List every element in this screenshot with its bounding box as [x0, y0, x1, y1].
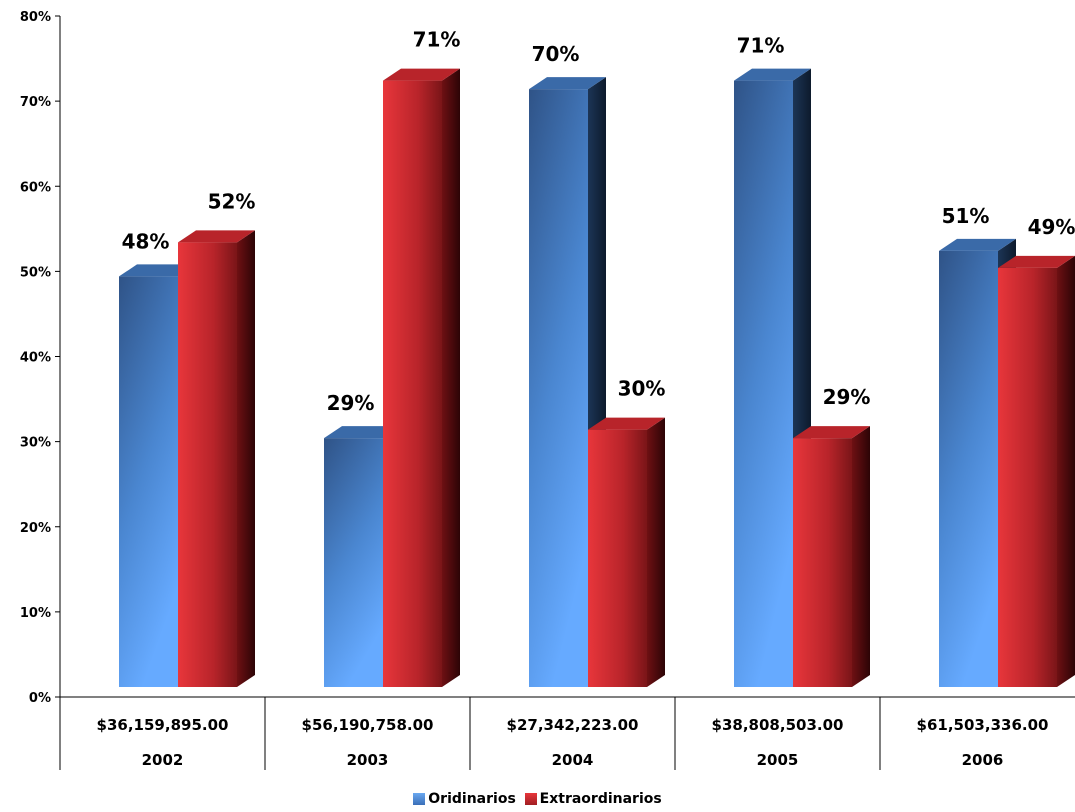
bar-side — [442, 68, 460, 688]
y-tick-label: 30% — [20, 436, 51, 451]
bar-front — [998, 267, 1057, 687]
legend-item-extraordinarios: Extraordinarios — [524, 791, 662, 807]
bar-top — [588, 417, 665, 430]
category-amount-label: $56,190,758.00 — [302, 716, 434, 734]
bar-top — [998, 255, 1075, 268]
bar — [998, 255, 1075, 687]
data-label: 49% — [1028, 215, 1075, 239]
data-label: 48% — [122, 229, 170, 253]
bar-side — [647, 417, 665, 687]
legend-label-oridinarios: Oridinarios — [428, 791, 516, 807]
data-label: 30% — [618, 377, 666, 401]
category-year-label: 2002 — [142, 751, 184, 769]
data-label: 71% — [413, 28, 461, 52]
bar-chart: 0% 10% 20% 30% 40% 50% 60% 70% 80% 48% 52% 29% 71% 7… — [20, 10, 1075, 770]
bar-front — [734, 80, 793, 688]
y-tick-label: 20% — [20, 521, 51, 536]
bar-top — [383, 68, 460, 81]
bar-top — [529, 77, 606, 90]
bar-side — [237, 230, 255, 687]
bars — [119, 68, 1075, 688]
bar-top — [793, 426, 870, 439]
bar — [588, 417, 665, 687]
data-label: 52% — [208, 189, 256, 213]
data-label: 51% — [942, 204, 990, 228]
y-axis: 0% 10% 20% 30% 40% 50% 60% 70% 80% — [20, 10, 61, 706]
category-amount-label: $61,503,336.00 — [917, 716, 1049, 734]
bar-top — [734, 68, 811, 81]
bar-front — [178, 242, 237, 687]
bar-front — [529, 89, 588, 687]
bar-top — [178, 230, 255, 243]
category-amount-label: $27,342,223.00 — [507, 716, 639, 734]
category-year-label: 2003 — [347, 751, 389, 769]
bar — [383, 68, 460, 688]
data-label: 70% — [532, 42, 580, 66]
bar-side — [852, 426, 870, 687]
category-year-label: 2006 — [962, 751, 1004, 769]
y-tick-label: 60% — [20, 180, 51, 195]
category-amount-label: $36,159,895.00 — [97, 716, 229, 734]
bar-top — [324, 426, 401, 439]
legend-item-oridinarios: Oridinarios — [413, 791, 516, 807]
bar-front — [324, 438, 383, 687]
bar — [734, 68, 811, 688]
data-label: 71% — [737, 34, 785, 58]
bar-front — [588, 429, 647, 687]
category-table: $36,159,895.00 2002 $56,190,758.00 2003 $27,… — [59, 696, 1075, 770]
legend-swatch-extraordinarios — [524, 793, 537, 805]
y-tick-label: 70% — [20, 95, 51, 110]
bar — [793, 426, 870, 687]
legend-label-extraordinarios: Extraordinarios — [539, 791, 662, 807]
bar — [178, 230, 255, 687]
legend: Oridinarios Extraordinarios — [0, 791, 1075, 809]
bar-top — [939, 238, 1016, 251]
category-year-label: 2005 — [757, 751, 799, 769]
data-labels: 48% 52% 29% 71% 70% 30% 71% 29% 51% 49% — [122, 28, 1075, 416]
y-tick-label: 50% — [20, 265, 51, 280]
bar-front — [383, 80, 442, 688]
category-amount-label: $38,808,503.00 — [712, 716, 844, 734]
bar-top — [119, 264, 196, 277]
bar-side — [1057, 255, 1075, 687]
bar-front — [793, 438, 852, 687]
legend-swatch-oridinarios — [413, 793, 426, 805]
data-label: 29% — [327, 391, 375, 415]
data-label: 29% — [823, 385, 871, 409]
bar-front — [939, 250, 998, 688]
bar-front — [119, 276, 178, 687]
y-tick-label: 40% — [20, 351, 51, 366]
y-tick-label: 10% — [20, 606, 51, 621]
y-tick-label: 0% — [29, 691, 51, 706]
category-year-label: 2004 — [552, 751, 594, 769]
y-tick-label: 80% — [20, 10, 51, 25]
